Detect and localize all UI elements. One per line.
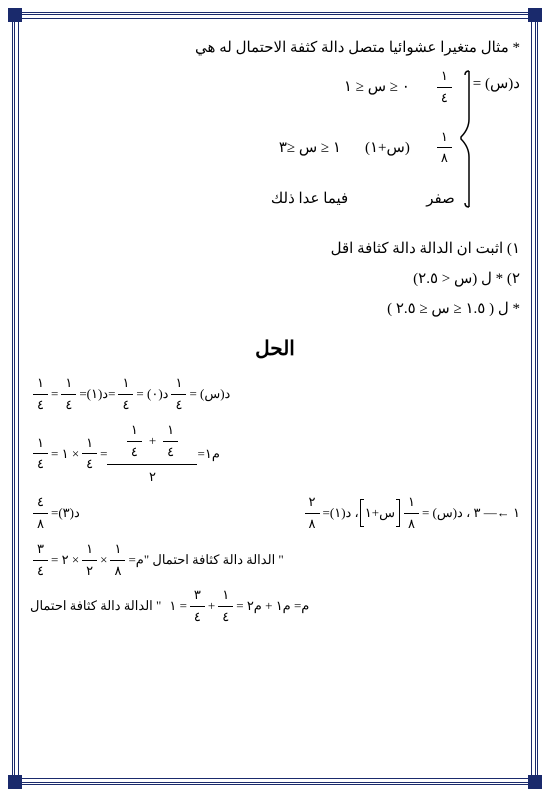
solution-title: الحل bbox=[30, 333, 520, 365]
page: * مثال متغيرا عشوائيا متصل دالة كثفة الا… bbox=[0, 0, 550, 797]
case-3: صفر فيما عدا ذلك bbox=[271, 187, 455, 211]
l1-f1: د(١)= bbox=[79, 384, 108, 405]
sol-line-2: م١= ١٤ + ١٤ ٢ = ١٤ × ١ = ١٤ bbox=[30, 420, 520, 488]
case1-cond: ٠ ≤ س ≤ ١ bbox=[344, 75, 410, 99]
question-3: * ل ( ١.٥ ≤ س ≤ ٢.٥ ) bbox=[30, 297, 520, 321]
l1-lhs: د(س) = bbox=[189, 384, 230, 405]
l4-text: " الدالة دالة كثافة احتمال "م= bbox=[128, 550, 283, 571]
l1-f0: د(٠) = bbox=[136, 384, 168, 405]
l5-tail: " الدالة دالة كثافة احتمال bbox=[30, 596, 161, 617]
bracket-right-icon bbox=[396, 499, 400, 527]
corner-bl bbox=[8, 775, 22, 789]
frac-1-8: ١ ٨ bbox=[437, 127, 452, 170]
l3-start: ١ ←— ٣ ، د(س) = bbox=[422, 503, 520, 524]
problem-intro: * مثال متغيرا عشوائيا متصل دالة كثفة الا… bbox=[30, 36, 520, 60]
l5-lead: م= م١ + م٢ = bbox=[236, 596, 309, 617]
case-1: ١ ٤ ٠ ≤ س ≤ ١ bbox=[271, 66, 455, 109]
l3-d3: د(٣)= bbox=[51, 503, 80, 524]
function-definition: د(س) = ١ ٤ ٠ ≤ س ≤ ١ ١ bbox=[30, 66, 520, 211]
sol-line-1: د(س) = ١٤ د(٠) = ١٤ = د(١)= ١٤ = ١٤ bbox=[30, 373, 520, 416]
case3-cond: فيما عدا ذلك bbox=[271, 187, 348, 211]
corner-br bbox=[528, 775, 542, 789]
case-2: ١ ٨ (س+١) ١ ≤ س ≤٣ bbox=[271, 127, 455, 170]
question-1: ١) اثبت ان الدالة دالة كثافة اقل bbox=[30, 237, 520, 261]
l3-d1: ، د(١)= bbox=[323, 503, 359, 524]
brace-icon bbox=[455, 69, 473, 209]
case2-mult: (س+١) bbox=[365, 136, 410, 160]
sol-line-5: م= م١ + م٢ = ١٤ + ٣٤ = ١ " الدالة دالة ك… bbox=[30, 585, 520, 628]
sol-line-3: ١ ←— ٣ ، د(س) = ١٨ س+١ ، د(١)= ٢٨ د(٣)= … bbox=[30, 492, 520, 535]
bracket-left-icon bbox=[360, 499, 364, 527]
corner-tr bbox=[528, 8, 542, 22]
case2-cond: ١ ≤ س ≤٣ bbox=[279, 136, 341, 160]
fx-label: د(س) = bbox=[473, 66, 520, 96]
frac-1-4: ١ ٤ bbox=[437, 66, 452, 109]
mu1: م١= bbox=[197, 444, 219, 465]
l5-one: = ١ bbox=[169, 596, 187, 617]
corner-tl bbox=[8, 8, 22, 22]
question-2: ٢) * ل (س < ٢.٥) bbox=[30, 267, 520, 291]
cases: ١ ٤ ٠ ≤ س ≤ ١ ١ ٨ (س+١) ١ ≤ س ≤٣ صفر bbox=[271, 66, 455, 211]
sol-line-4: " الدالة دالة كثافة احتمال "م= ١٨ × ١٢ ×… bbox=[30, 539, 520, 582]
content: * مثال متغيرا عشوائيا متصل دالة كثفة الا… bbox=[30, 30, 520, 767]
case3-expr: صفر bbox=[426, 187, 455, 211]
